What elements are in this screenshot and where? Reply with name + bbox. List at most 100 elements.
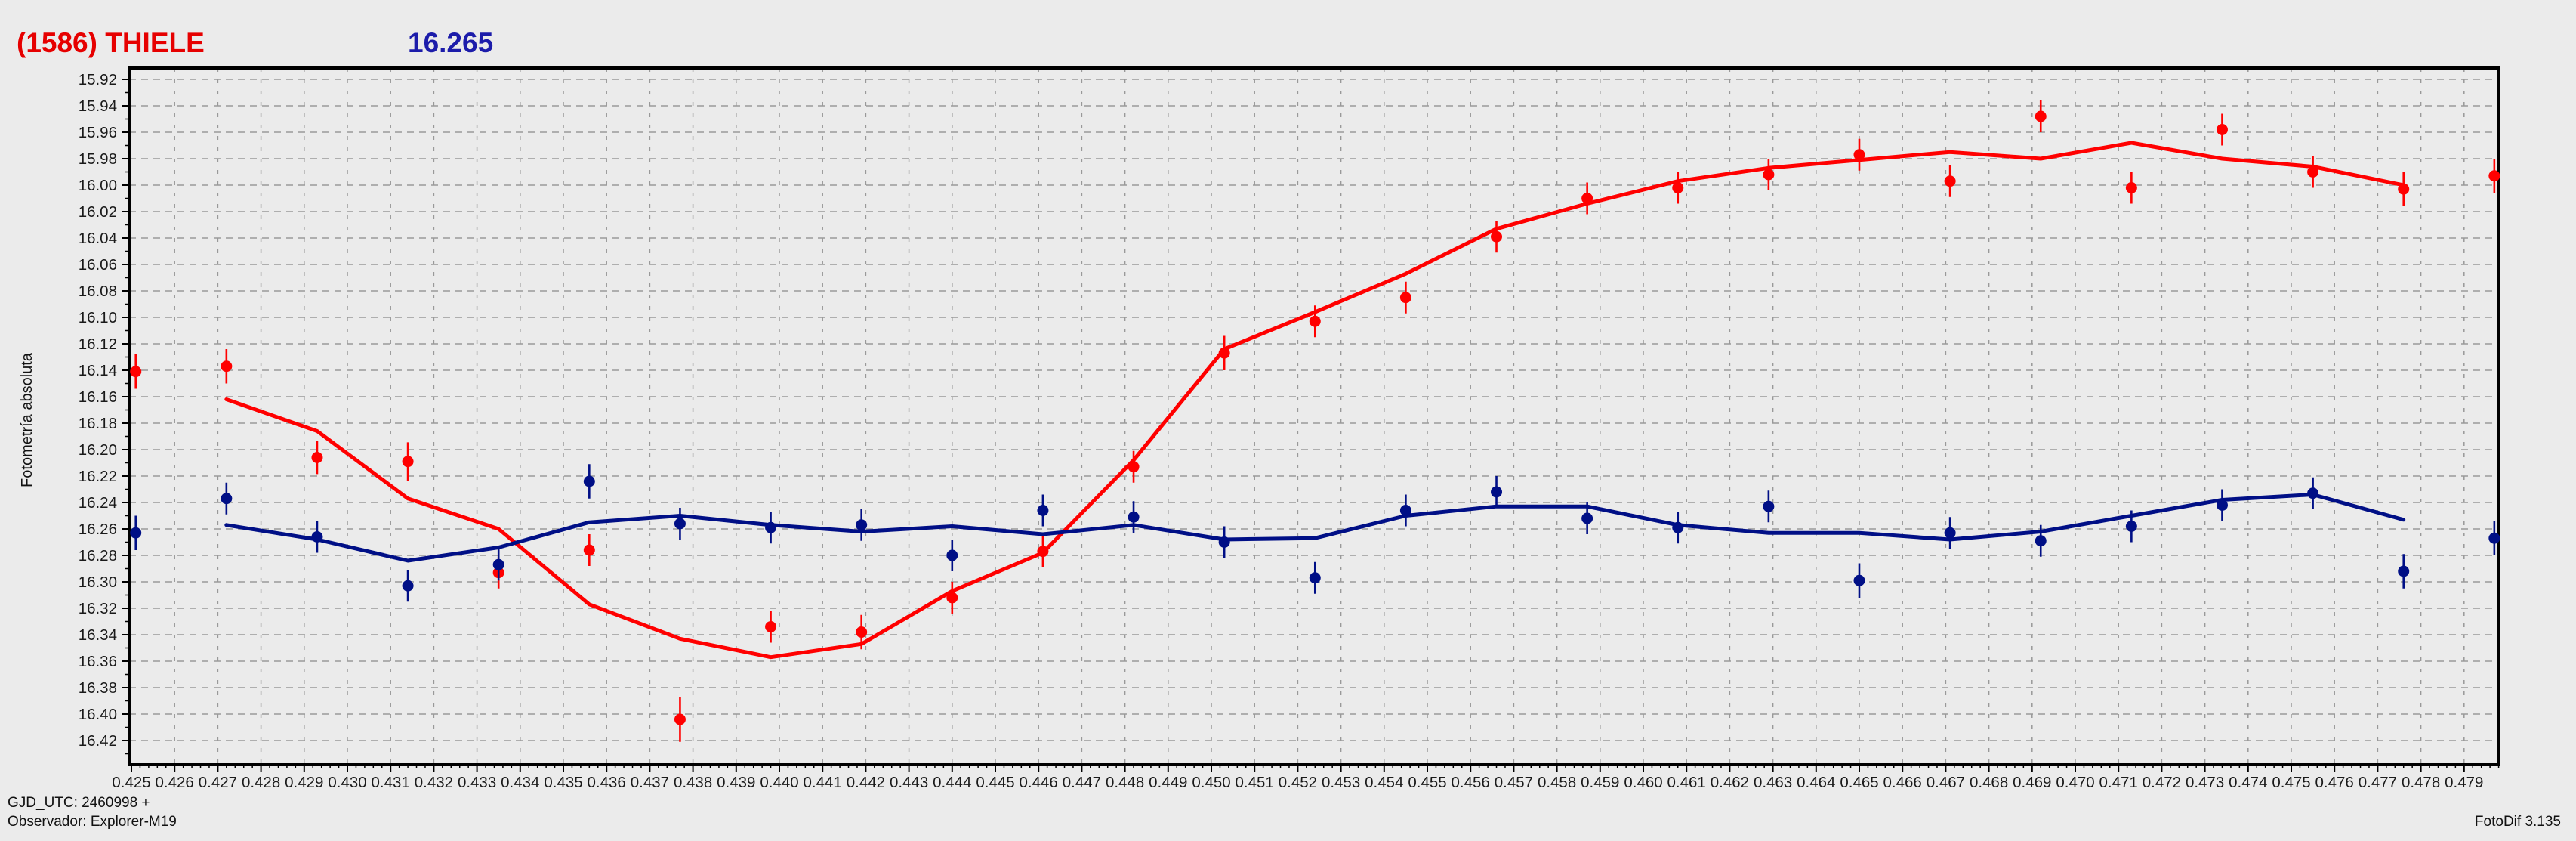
target-measured-point: [402, 456, 414, 468]
x-tick-label: 0.476: [2315, 774, 2354, 791]
y-tick-label: 16.00: [79, 177, 117, 194]
y-tick-label: 16.04: [79, 230, 117, 247]
check-star-measured-point: [492, 558, 504, 570]
check-star-measured-point: [1037, 505, 1049, 516]
check-star-measured-point: [2216, 499, 2228, 511]
y-tick-label: 15.92: [79, 71, 117, 88]
check-star-measured-point: [2488, 532, 2500, 544]
check-star-measured-point: [1853, 574, 1865, 586]
target-measured-point: [1853, 149, 1865, 161]
x-tick-label: 0.469: [2013, 774, 2051, 791]
target-measured-point: [1309, 315, 1321, 327]
plot-border: [128, 66, 2500, 766]
x-tick-label: 0.425: [112, 774, 150, 791]
check-star-measured-point: [1763, 500, 1775, 512]
y-tick-label: 16.16: [79, 388, 117, 406]
x-tick-label: 0.461: [1667, 774, 1706, 791]
y-tick-label: 16.20: [79, 441, 117, 459]
target-measured-point: [130, 366, 142, 378]
x-tick-label: 0.433: [458, 774, 496, 791]
y-tick-label: 16.24: [79, 494, 117, 512]
y-tick-label: 16.10: [79, 309, 117, 326]
x-tick-label: 0.434: [501, 774, 539, 791]
target-fit-curve: [224, 141, 2406, 660]
x-tick-label: 0.428: [242, 774, 280, 791]
x-tick-label: 0.458: [1538, 774, 1576, 791]
x-tick-label: 0.475: [2272, 774, 2310, 791]
check-star-measured-point: [1581, 512, 1593, 524]
check-star-smooth-curve: [224, 493, 2406, 563]
y-tick-label: 16.28: [79, 547, 117, 564]
x-tick-label: 0.454: [1365, 774, 1403, 791]
x-tick-label: 0.452: [1279, 774, 1317, 791]
y-tick-label: 16.18: [79, 415, 117, 432]
x-tick-label: 0.429: [285, 774, 323, 791]
target-measured-point: [1944, 175, 1956, 187]
x-tick-label: 0.451: [1236, 774, 1274, 791]
x-tick-label: 0.474: [2229, 774, 2267, 791]
x-tick-label: 0.445: [976, 774, 1014, 791]
target-measured-point: [2216, 124, 2228, 135]
x-tick-label: 0.472: [2143, 774, 2181, 791]
x-tick-label: 0.478: [2402, 774, 2440, 791]
x-tick-label: 0.477: [2359, 774, 2397, 791]
check-star-measured-point: [856, 519, 868, 531]
target-measured-point: [311, 452, 323, 463]
x-tick-label: 0.426: [156, 774, 194, 791]
target-measured-point: [583, 544, 595, 556]
gjd-utc-label: GJD_UTC: 2460998 +: [8, 795, 150, 811]
target-measured-point: [2488, 170, 2500, 182]
x-tick-label: 0.431: [372, 774, 410, 791]
mean-magnitude-value: 16.265: [408, 27, 494, 58]
x-tick-label: 0.442: [847, 774, 885, 791]
x-tick-label: 0.441: [804, 774, 842, 791]
target-measured-point: [856, 626, 868, 638]
observer-label: Observador: Explorer-M19: [8, 814, 177, 830]
y-tick-label: 16.38: [79, 679, 117, 697]
y-axis-label: Fotometría absoluta: [19, 352, 35, 487]
x-tick-label: 0.465: [1840, 774, 1878, 791]
target-measured-point: [1491, 230, 1503, 243]
y-tick-label: 15.96: [79, 124, 117, 141]
x-tick-label: 0.462: [1711, 774, 1749, 791]
x-tick-label: 0.447: [1063, 774, 1101, 791]
x-tick-label: 0.455: [1408, 774, 1446, 791]
check-star-measured-point: [221, 493, 233, 505]
x-tick-label: 0.467: [1927, 774, 1965, 791]
y-tick-label: 16.06: [79, 256, 117, 274]
x-tick-label: 0.436: [588, 774, 626, 791]
target-measured-point: [674, 713, 686, 725]
check-star-measured-point: [130, 527, 142, 539]
target-measured-point: [221, 360, 233, 373]
y-tick-label: 16.40: [79, 706, 117, 723]
x-tick-label: 0.468: [1970, 774, 2008, 791]
x-tick-label: 0.453: [1322, 774, 1360, 791]
x-tick-label: 0.456: [1452, 774, 1490, 791]
x-tick-label: 0.437: [631, 774, 669, 791]
x-tick-label: 0.446: [1020, 774, 1058, 791]
y-tick-label: 16.32: [79, 600, 117, 617]
x-tick-label: 0.443: [890, 774, 928, 791]
y-tick-label: 15.98: [79, 150, 117, 168]
y-tick-label: 16.08: [79, 283, 117, 300]
software-version-label: FotoDif 3.135: [2474, 814, 2561, 830]
check-star-measured-point: [1944, 527, 1956, 539]
x-tick-label: 0.464: [1797, 774, 1835, 791]
y-tick-label: 16.22: [79, 468, 117, 485]
x-tick-label: 0.473: [2186, 774, 2224, 791]
x-tick-label: 0.435: [544, 774, 582, 791]
check-star-measured-point: [583, 475, 595, 487]
y-tick-label: 16.26: [79, 521, 117, 538]
x-tick-label: 0.463: [1754, 774, 1792, 791]
y-tick-label: 16.30: [79, 574, 117, 591]
check-star-measured-point: [1309, 572, 1321, 584]
y-tick-label: 16.36: [79, 653, 117, 670]
check-star-measured-point: [946, 549, 958, 561]
x-tick-label: 0.470: [2056, 774, 2094, 791]
check-star-measured-point: [2125, 521, 2137, 532]
x-tick-label: 0.459: [1581, 774, 1619, 791]
y-tick-label: 16.34: [79, 626, 117, 644]
check-star-measured-point: [2035, 535, 2047, 547]
